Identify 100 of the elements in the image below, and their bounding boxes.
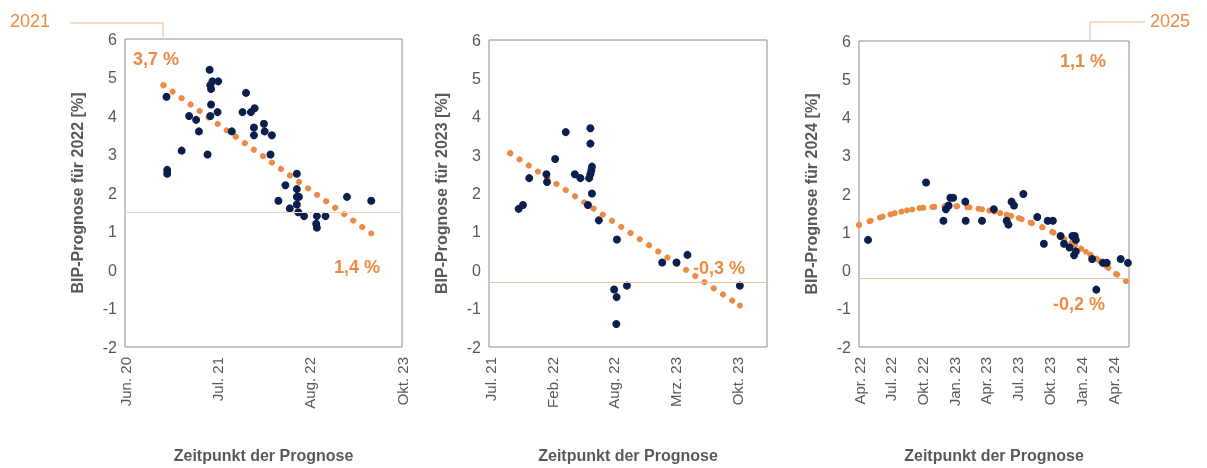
y-tick-label: 0 <box>472 261 482 279</box>
point <box>162 92 171 101</box>
point <box>205 65 214 74</box>
point <box>185 112 194 120</box>
point <box>1082 248 1089 255</box>
x-tick-label: Apr. 24 <box>1104 357 1122 405</box>
annotation: -0,2 % <box>1053 294 1106 314</box>
point <box>321 212 330 221</box>
x-tick-label: Mrz. 23 <box>667 357 685 408</box>
point <box>274 196 283 205</box>
point <box>735 281 744 290</box>
point <box>922 178 931 187</box>
y-tick-label: 5 <box>108 69 118 86</box>
point <box>260 127 269 136</box>
point <box>368 230 375 237</box>
point <box>954 203 961 210</box>
y-tick-label: 6 <box>108 30 118 48</box>
x-tick-label: Feb. 22 <box>543 357 561 408</box>
y-tick-label: 0 <box>842 262 852 279</box>
point <box>238 108 247 117</box>
point <box>1019 190 1028 198</box>
point <box>587 189 596 198</box>
point <box>1116 255 1125 264</box>
point <box>879 213 886 220</box>
y-tick-label: -2 <box>466 338 482 356</box>
x-tick-label: Apr. 22 <box>850 357 868 405</box>
point <box>1033 212 1042 221</box>
y-tick-label: 1 <box>108 223 118 240</box>
point <box>342 192 351 201</box>
x-axis-title: Zeitpunkt der Prognose <box>173 446 354 464</box>
y-tick-label: 3 <box>842 147 852 165</box>
y-tick-label: 2 <box>108 184 118 202</box>
point <box>214 77 223 86</box>
y-axis-title: BIP-Prognose für 2022 [%] <box>68 92 86 294</box>
x-tick-label: Okt. 23 <box>1040 357 1058 406</box>
point <box>583 201 592 210</box>
point <box>979 206 986 213</box>
point <box>891 210 898 217</box>
point <box>864 235 873 244</box>
x-tick-label: Okt. 23 <box>393 357 411 406</box>
y-tick-label: 3 <box>108 146 118 163</box>
point <box>312 212 321 221</box>
y-tick-label: -2 <box>102 338 118 356</box>
point <box>1039 239 1048 248</box>
point <box>203 150 212 159</box>
y-tick-label: 2 <box>472 185 482 202</box>
point <box>259 119 268 128</box>
point <box>1004 220 1013 229</box>
point <box>978 216 987 225</box>
annotation: 1,4 % <box>334 257 381 277</box>
point <box>586 139 595 148</box>
point <box>561 128 570 137</box>
point <box>266 150 275 159</box>
point <box>903 207 910 214</box>
point <box>525 174 534 183</box>
point <box>192 115 201 124</box>
point <box>285 204 294 213</box>
point <box>1056 232 1065 241</box>
point <box>1065 243 1074 252</box>
point <box>1088 255 1097 264</box>
x-tick-label: Jul. 21 <box>481 357 499 402</box>
point <box>292 185 301 194</box>
point <box>1060 239 1069 248</box>
point <box>267 131 276 140</box>
y-tick-label: -1 <box>102 300 118 317</box>
x-tick-label: Aug. 22 <box>301 357 319 409</box>
y-tick-label: -2 <box>836 338 852 356</box>
point <box>249 123 258 132</box>
point <box>1015 215 1022 222</box>
y-axis-title: BIP-Prognose für 2024 [%] <box>802 93 820 295</box>
point <box>570 170 579 179</box>
point <box>961 216 970 225</box>
point <box>160 82 167 89</box>
point <box>507 150 514 157</box>
x-tick-label: Jun. 20 <box>116 357 134 407</box>
text: 2021 <box>10 11 51 31</box>
point <box>672 258 681 267</box>
point <box>551 154 560 163</box>
point <box>1092 285 1101 294</box>
point <box>622 281 631 290</box>
y-tick-label: 1 <box>842 223 852 241</box>
point <box>543 177 552 186</box>
point <box>961 197 970 206</box>
annotation: -0,3 % <box>693 258 746 278</box>
point <box>292 200 301 209</box>
point <box>206 112 215 120</box>
y-tick-label: 4 <box>842 109 852 126</box>
annotation: 3,7 % <box>133 49 180 69</box>
point <box>587 162 596 171</box>
point <box>867 217 874 224</box>
point <box>207 85 216 94</box>
point <box>683 250 692 259</box>
text: 2025 <box>1150 11 1191 31</box>
point <box>1027 219 1034 226</box>
y-tick-label: 5 <box>472 69 482 87</box>
y-tick-label: 4 <box>108 107 118 125</box>
point <box>612 293 621 302</box>
point <box>612 235 621 244</box>
point <box>213 108 222 117</box>
point <box>194 127 203 136</box>
